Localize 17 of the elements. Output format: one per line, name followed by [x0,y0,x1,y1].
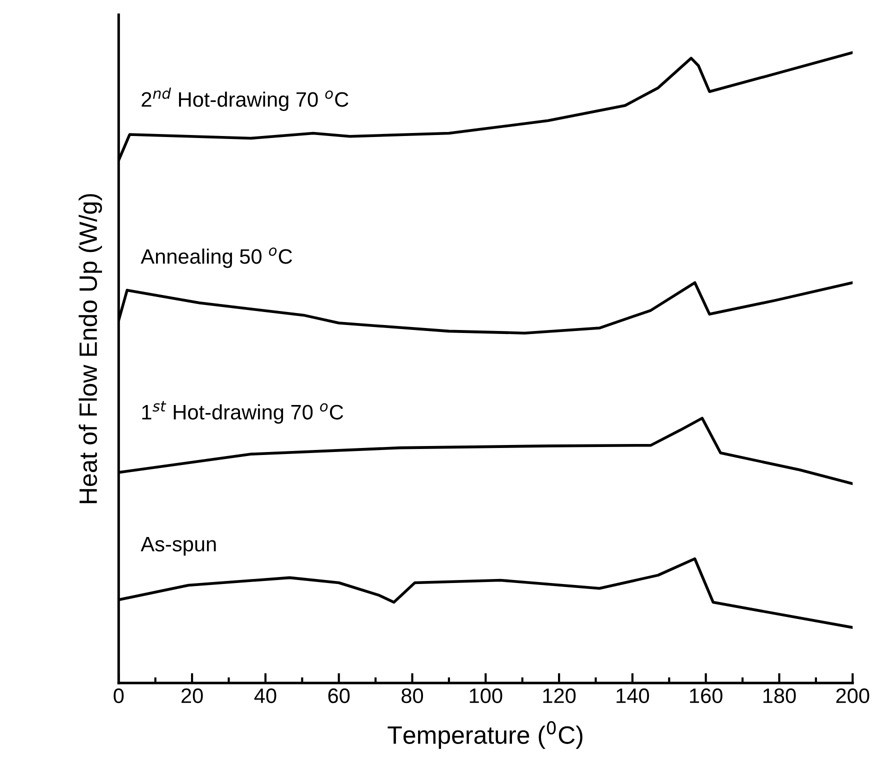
x-tick-label: 40 [254,688,276,704]
series-label: 2$^{nd}$ Hot-drawing 70 $^{o}$C [142,88,348,111]
x-axis-title: Temperature ($^{0}$C) [388,721,582,749]
x-tick-label: 20 [182,688,203,704]
x-tick-label: 200 [836,688,870,704]
series-label: As-spun [140,536,216,556]
x-tick-label: 140 [616,688,650,704]
x-tick-label: 100 [470,688,502,704]
x-tick-label: 80 [402,688,424,704]
y-axis-title: Heat of Flow Endo Up (W/g) [78,194,102,504]
x-tick-label: 160 [690,688,722,704]
x-tick-label: 180 [763,688,796,704]
x-tick-label: 120 [543,688,576,704]
series-label: 1$^{st}$ Hot-drawing 70 $^{o}$C [142,401,344,424]
series-label: Annealing 50 $^{o}$C [140,248,292,268]
x-tick-label: 0 [114,688,124,704]
x-tick-label: 60 [328,688,350,704]
